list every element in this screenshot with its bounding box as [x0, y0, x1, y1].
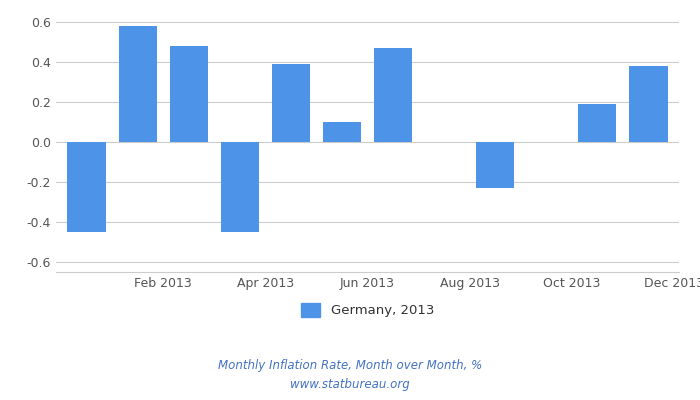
- Bar: [67, 142, 106, 232]
- Bar: [220, 142, 259, 232]
- Bar: [272, 64, 310, 142]
- Bar: [169, 46, 208, 142]
- Bar: [374, 48, 412, 142]
- Bar: [476, 142, 514, 188]
- Bar: [578, 104, 617, 142]
- Text: www.statbureau.org: www.statbureau.org: [290, 378, 410, 391]
- Bar: [323, 122, 361, 142]
- Text: Monthly Inflation Rate, Month over Month, %: Monthly Inflation Rate, Month over Month…: [218, 360, 482, 372]
- Bar: [629, 66, 668, 142]
- Bar: [118, 26, 157, 142]
- Legend: Germany, 2013: Germany, 2013: [295, 298, 440, 323]
